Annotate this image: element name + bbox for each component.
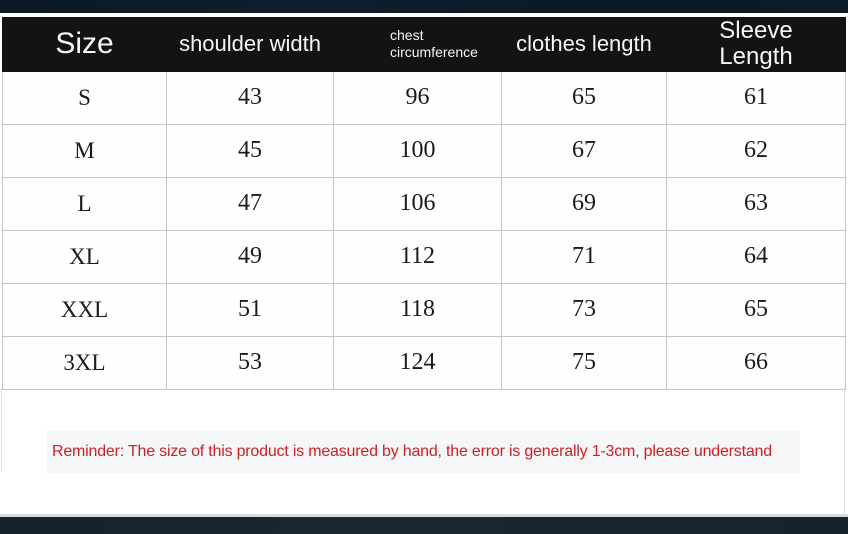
cell-size: XXL: [2, 282, 167, 337]
cell-size: XL: [2, 229, 167, 284]
cell-chest: 100: [333, 123, 502, 178]
header-shoulder-width: shoulder width: [166, 17, 334, 72]
table-row-3xl: 3XL 53 124 75 66: [2, 335, 846, 390]
cell-shoulder: 45: [166, 123, 334, 178]
cell-clothes-length: 73: [501, 282, 667, 337]
bottom-divider: [0, 514, 848, 517]
cell-shoulder: 53: [166, 335, 334, 390]
cell-sleeve-length: 65: [666, 282, 846, 337]
right-edge-line: [844, 388, 845, 515]
cell-sleeve-length: 66: [666, 335, 846, 390]
cell-clothes-length: 75: [501, 335, 667, 390]
table-row-m: M 45 100 67 62: [2, 123, 846, 178]
header-sleeve-length: Sleeve Length: [666, 17, 846, 72]
cell-chest: 124: [333, 335, 502, 390]
table-row-xxl: XXL 51 118 73 65: [2, 282, 846, 337]
cell-clothes-length: 69: [501, 176, 667, 231]
cell-chest: 118: [333, 282, 502, 337]
cell-sleeve-length: 62: [666, 123, 846, 178]
cell-clothes-length: 71: [501, 229, 667, 284]
cell-size: 3XL: [2, 335, 167, 390]
cell-clothes-length: 65: [501, 70, 667, 125]
header-row: Size shoulder width chest circumference …: [2, 17, 846, 72]
table-row-xl: XL 49 112 71 64: [2, 229, 846, 284]
header-sleeve-length-label: Sleeve Length: [719, 17, 793, 71]
top-dark-bar: [0, 0, 848, 13]
size-chart-table: Size shoulder width chest circumference …: [2, 17, 846, 390]
header-chest-circumference: chest circumference: [333, 17, 502, 72]
cell-clothes-length: 67: [501, 123, 667, 178]
header-clothes-length: clothes length: [501, 17, 667, 72]
cell-chest: 96: [333, 70, 502, 125]
reminder-text: Reminder: The size of this product is me…: [52, 443, 772, 460]
left-edge-line: [1, 388, 2, 472]
cell-size: S: [2, 70, 167, 125]
table-row-s: S 43 96 65 61: [2, 70, 846, 125]
cell-chest: 106: [333, 176, 502, 231]
cell-shoulder: 51: [166, 282, 334, 337]
cell-size: M: [2, 123, 167, 178]
header-size: Size: [2, 17, 167, 72]
cell-shoulder: 47: [166, 176, 334, 231]
reminder-banner: Reminder: The size of this product is me…: [47, 431, 800, 473]
cell-sleeve-length: 63: [666, 176, 846, 231]
cell-sleeve-length: 61: [666, 70, 846, 125]
header-chest-circumference-label: chest circumference: [390, 27, 478, 60]
table-row-l: L 47 106 69 63: [2, 176, 846, 231]
cell-size: L: [2, 176, 167, 231]
cell-shoulder: 43: [166, 70, 334, 125]
cell-sleeve-length: 64: [666, 229, 846, 284]
bottom-dark-bar: [0, 517, 848, 534]
cell-chest: 112: [333, 229, 502, 284]
cell-shoulder: 49: [166, 229, 334, 284]
